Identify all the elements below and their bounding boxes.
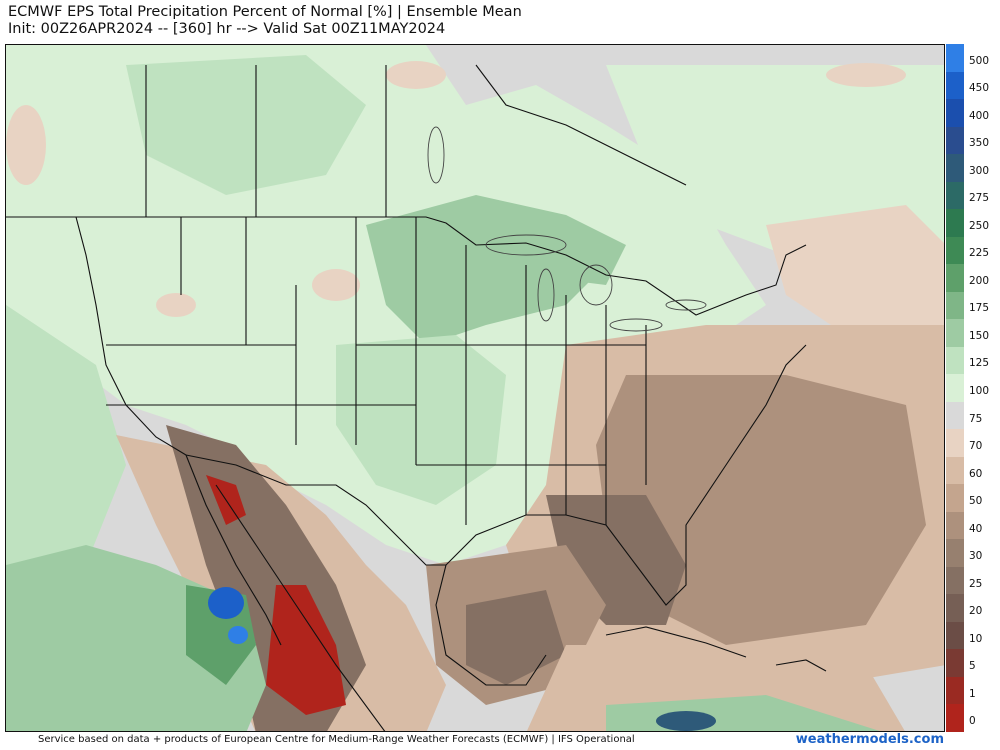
hudson-bay-coast: [475, 64, 687, 186]
cuba: [605, 626, 747, 658]
color-legend: 500 450 400 350 300 275 250 225 200 175 150 125 100 7…: [946, 44, 1000, 733]
field-gulf-dark: [466, 590, 566, 685]
legend-label: 0: [969, 715, 976, 728]
lake-ontario: [665, 299, 707, 311]
legend-label: 175: [969, 302, 990, 315]
field-pacific-blue-2: [228, 626, 248, 644]
field-south-pacific-blue: [656, 711, 716, 731]
legend-swatch: [946, 374, 964, 403]
legend-swatch: [946, 484, 964, 513]
baja-coast: [185, 454, 282, 646]
legend-swatch: [946, 429, 964, 458]
hispaniola: [775, 659, 827, 672]
legend-label: 40: [969, 522, 983, 535]
patch-tan-1: [312, 269, 360, 301]
lake-huron: [579, 264, 613, 306]
legend-swatch: [946, 44, 964, 73]
brand-link[interactable]: weathermodels.com: [795, 732, 944, 747]
legend-swatch: [946, 319, 964, 348]
legend-swatch: [946, 704, 964, 733]
legend-swatch: [946, 676, 964, 705]
legend-swatch: [946, 539, 964, 568]
legend-label: 75: [969, 412, 983, 425]
mexico-west-coast: [215, 484, 386, 731]
legend-swatch: [946, 401, 964, 430]
field-plains-green: [336, 335, 506, 505]
legend-label: 25: [969, 577, 983, 590]
legend-swatch: [946, 236, 964, 265]
legend-swatch: [946, 209, 964, 238]
legend-swatch: [946, 181, 964, 210]
legend-swatch: [946, 621, 964, 650]
legend-swatch: [946, 346, 964, 375]
us-west-coast: [75, 216, 187, 456]
patch-tan-2: [156, 293, 196, 317]
patch-tan-5: [6, 105, 46, 185]
legend-label: 125: [969, 357, 990, 370]
legend-swatch: [946, 126, 964, 155]
legend-swatch: [946, 71, 964, 100]
title-line-2: Init: 00Z26APR2024 -- [360] hr --> Valid…: [8, 21, 446, 37]
us-mexico-border: [185, 454, 446, 566]
patch-tan-3: [386, 61, 446, 89]
legend-swatch: [946, 649, 964, 678]
title-line-1: ECMWF EPS Total Precipitation Percent of…: [8, 4, 522, 20]
legend-swatch: [946, 99, 964, 128]
legend-label: 100: [969, 385, 990, 397]
legend-label: 1: [969, 687, 976, 700]
legend-label: 250: [969, 219, 990, 232]
legend-label: 200: [969, 274, 990, 287]
map-title: ECMWF EPS Total Precipitation Percent of…: [8, 4, 522, 38]
legend-label: 60: [969, 467, 983, 480]
legend-label: 30: [969, 550, 983, 563]
legend-label: 70: [969, 440, 983, 453]
legend-label: 275: [969, 192, 990, 205]
legend-label: 350: [969, 137, 990, 150]
legend-label: 5: [969, 660, 976, 673]
lake-michigan: [537, 268, 555, 322]
legend-label: 20: [969, 605, 983, 618]
data-credit: Service based on data + products of Euro…: [38, 734, 635, 745]
legend-swatch: [946, 456, 964, 485]
mexico-east-coast: [435, 564, 547, 686]
field-canada-green: [126, 55, 366, 195]
field-mexico-red: [266, 585, 346, 715]
legend-label: 10: [969, 632, 983, 645]
lake-winnipeg: [427, 126, 445, 184]
legend-swatch: [946, 264, 964, 293]
map-canvas: [6, 45, 944, 731]
legend-swatch: [946, 511, 964, 540]
legend-label: 150: [969, 329, 990, 342]
precipitation-map: [5, 44, 945, 732]
legend-label: 225: [969, 247, 990, 260]
legend-label: 50: [969, 495, 983, 508]
legend-label: 500: [969, 54, 990, 67]
lake-erie: [609, 318, 663, 332]
field-atlantic-canada-tan: [766, 205, 944, 335]
legend-label: 450: [969, 82, 990, 95]
legend-swatch: [946, 291, 964, 320]
field-pacific-blue: [208, 587, 244, 619]
legend-swatch: [946, 154, 964, 183]
canada-us-border: [6, 216, 807, 316]
legend-label: 400: [969, 109, 990, 122]
legend-label: 300: [969, 164, 990, 177]
legend-swatch: [946, 594, 964, 623]
patch-tan-4: [826, 63, 906, 87]
lake-superior: [485, 234, 567, 256]
political-borders: [6, 64, 827, 731]
field-lakes-green: [406, 215, 626, 285]
legend-swatch: [946, 566, 964, 595]
us-state-lines: [106, 217, 647, 525]
lakes: [427, 126, 707, 332]
